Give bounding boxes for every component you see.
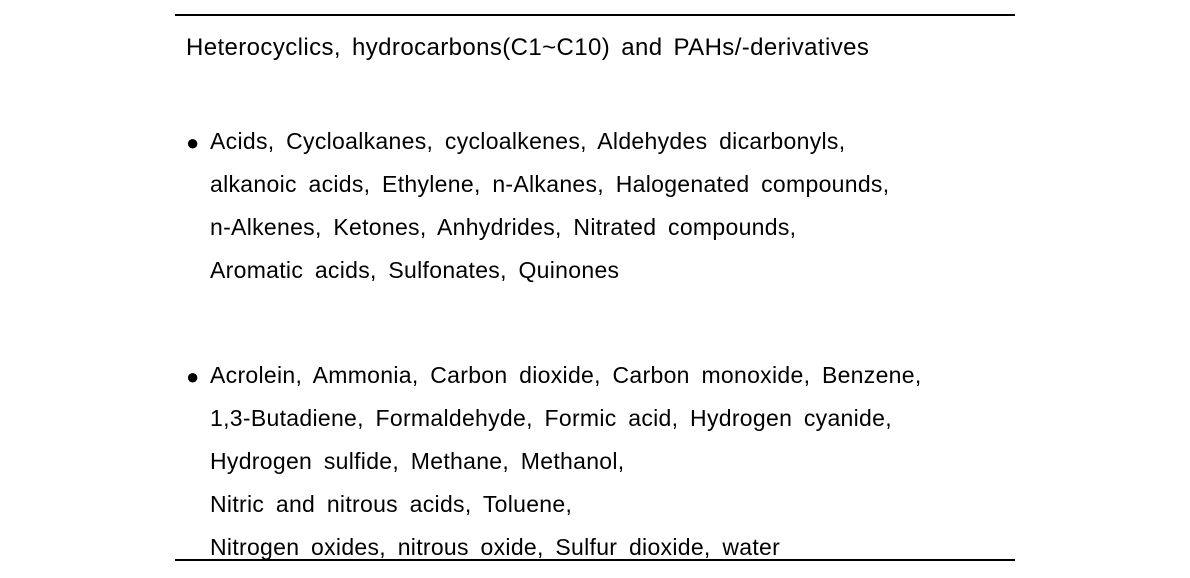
bottom-rule (175, 559, 1015, 561)
top-rule (175, 14, 1015, 16)
list-item: ● Acrolein, Ammonia, Carbon dioxide, Car… (186, 354, 1006, 569)
list-line: Acrolein, Ammonia, Carbon dioxide, Carbo… (210, 354, 1006, 397)
list-line: Hydrogen sulfide, Methane, Methanol, (210, 440, 1006, 483)
list-line: 1,3-Butadiene, Formaldehyde, Formic acid… (210, 397, 1006, 440)
list-line: Nitrogen oxides, nitrous oxide, Sulfur d… (210, 526, 1006, 569)
bullet-marker-icon: ● (186, 354, 210, 398)
list-item: ● Acids, Cycloalkanes, cycloalkenes, Ald… (186, 120, 1006, 292)
page: Heterocyclics, hydrocarbons(C1~C10) and … (0, 0, 1190, 578)
bullet-list: ● Acids, Cycloalkanes, cycloalkenes, Ald… (186, 120, 1006, 569)
list-line: Acids, Cycloalkanes, cycloalkenes, Aldeh… (210, 120, 1006, 163)
list-line: Aromatic acids, Sulfonates, Quinones (210, 249, 1006, 292)
list-line: n-Alkenes, Ketones, Anhydrides, Nitrated… (210, 206, 1006, 249)
list-item-lines: Acrolein, Ammonia, Carbon dioxide, Carbo… (210, 354, 1006, 569)
list-line: Nitric and nitrous acids, Toluene, (210, 483, 1006, 526)
list-item-lines: Acids, Cycloalkanes, cycloalkenes, Aldeh… (210, 120, 1006, 292)
bullet-marker-icon: ● (186, 120, 210, 164)
heading: Heterocyclics, hydrocarbons(C1~C10) and … (186, 34, 869, 62)
list-line: alkanoic acids, Ethylene, n-Alkanes, Hal… (210, 163, 1006, 206)
